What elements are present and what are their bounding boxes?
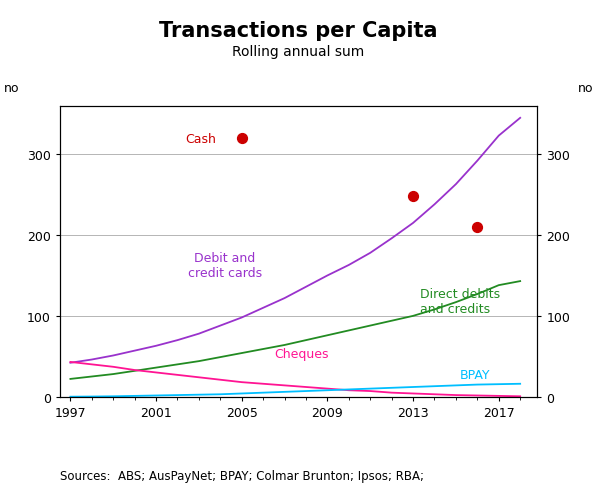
Point <box>408 193 418 201</box>
Text: no: no <box>4 82 19 95</box>
Text: Sources:  ABS; AusPayNet; BPAY; Colmar Brunton; Ipsos; RBA;: Sources: ABS; AusPayNet; BPAY; Colmar Br… <box>60 469 424 482</box>
Text: Debit and
credit cards: Debit and credit cards <box>187 251 261 279</box>
Text: Cheques: Cheques <box>274 348 328 361</box>
Text: Transactions per Capita: Transactions per Capita <box>159 21 438 41</box>
Text: Direct debits
and credits: Direct debits and credits <box>420 287 500 316</box>
Text: Cash: Cash <box>185 132 216 145</box>
Point <box>237 135 247 143</box>
Text: no: no <box>578 82 593 95</box>
Text: Rolling annual sum: Rolling annual sum <box>232 45 365 59</box>
Text: Roy Morgan Research: Roy Morgan Research <box>60 483 236 484</box>
Point <box>473 224 482 231</box>
Text: BPAY: BPAY <box>460 368 491 381</box>
